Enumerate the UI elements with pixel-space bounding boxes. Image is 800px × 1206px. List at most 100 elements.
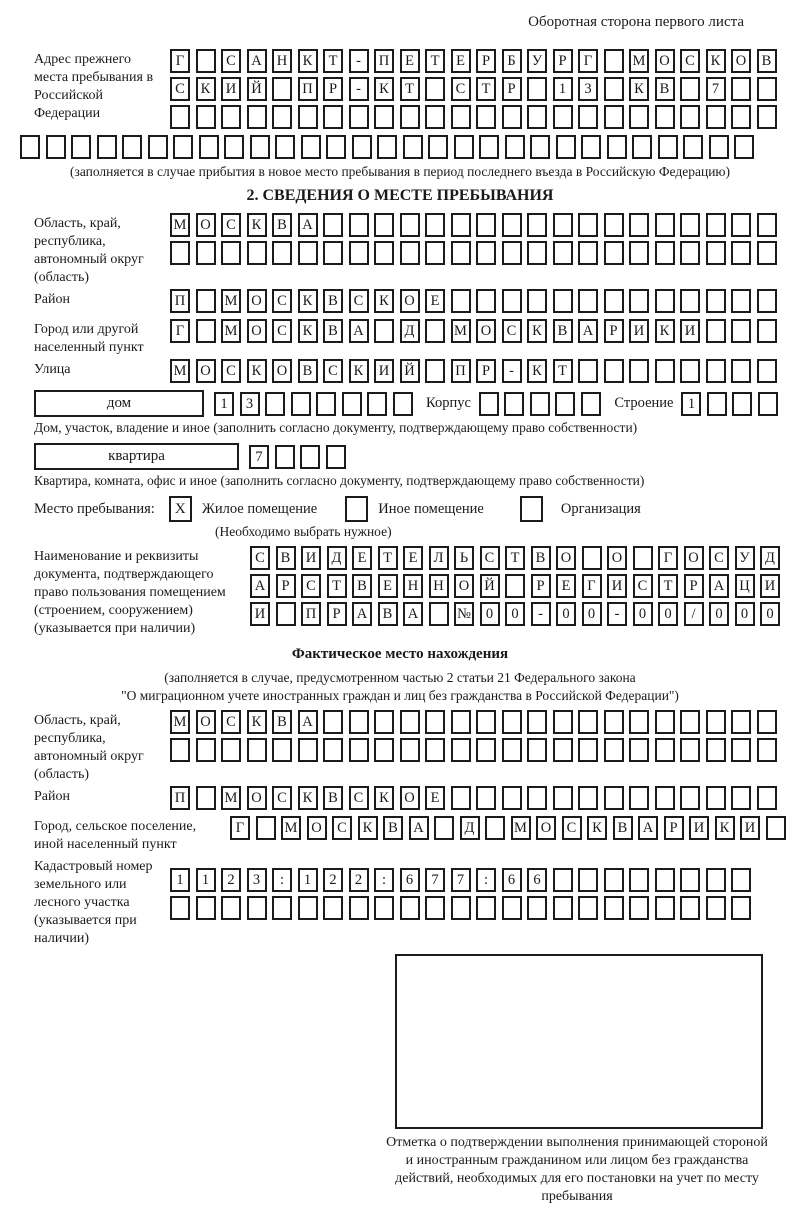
char-box [606,135,627,159]
char-box: П [301,602,321,626]
char-box [629,868,649,892]
char-box: 7 [705,77,726,101]
char-box [399,241,420,265]
char-box: А [352,602,372,626]
city-label: Город или другой населенный пункт [34,322,144,355]
actual-location-caption-2: "О миграционном учете иностранных гражда… [121,688,679,703]
char-box [348,213,369,237]
char-box [603,77,624,101]
char-box [374,213,394,237]
char-box [478,391,499,416]
char-box: У [734,546,755,570]
char-box [501,289,522,313]
char-box [756,738,777,762]
char-box: В [756,49,777,73]
char-box: Т [326,574,347,598]
char-box [680,105,700,129]
char-box [221,738,241,762]
char-box: М [221,786,241,810]
char-box: К [246,359,267,383]
char-box: К [357,816,378,840]
char-box: К [246,710,267,734]
char-box: С [272,289,292,313]
char-box [300,135,321,159]
char-box: О [731,49,751,73]
char-box [731,738,751,762]
char-box [654,289,675,313]
actual-region-field: Область, край, республика, автономный ок… [20,710,780,784]
char-box [654,868,675,892]
other-premises-checkbox [345,496,369,522]
form-page: Оборотная сторона первого листа Адрес пр… [20,14,786,1206]
char-box [501,710,522,734]
char-box: К [374,289,394,313]
char-box [530,135,550,159]
char-box: В [552,319,573,343]
residential-label: Жилое помещение [201,500,318,517]
char-box [731,896,751,920]
char-box [265,391,285,416]
char-box: О [536,816,556,840]
char-box [170,241,190,265]
char-box: О [476,319,496,343]
char-box [297,241,318,265]
char-box: С [348,786,369,810]
char-box [147,135,168,159]
char-box: К [527,319,547,343]
char-box [629,710,649,734]
char-box: И [680,319,700,343]
char-box: П [170,289,190,313]
char-box: К [587,816,607,840]
char-box: 6 [399,868,420,892]
char-box [734,135,754,159]
prev-address-row-4 [20,135,780,159]
char-box [657,135,678,159]
char-box [629,896,649,920]
char-box: В [352,574,372,598]
char-box [578,213,598,237]
char-box [578,241,598,265]
char-box [399,710,420,734]
char-box [680,359,700,383]
char-box [705,359,726,383]
char-box: - [348,77,369,101]
char-box: К [246,213,267,237]
char-box [629,105,649,129]
char-box [479,135,499,159]
char-box: О [246,289,267,313]
char-box [505,574,525,598]
char-box: К [297,319,318,343]
char-box [170,738,190,762]
char-box [323,213,343,237]
char-box [680,710,700,734]
char-box [603,868,624,892]
char-box: О [246,786,267,810]
char-box [705,896,726,920]
char-box [377,135,397,159]
char-box: С [709,546,729,570]
char-box: О [454,574,474,598]
char-box [221,105,241,129]
district-label: Район [34,292,70,307]
char-box [450,289,471,313]
char-box: М [221,319,241,343]
char-box [654,710,675,734]
char-box: С [221,359,241,383]
apartment-cells: 7 [249,444,351,469]
char-box: А [578,319,598,343]
stroenie-label: Строение [614,395,674,411]
char-box [246,738,267,762]
char-box: 1 [297,868,318,892]
char-box [504,391,525,416]
char-box: Е [377,574,398,598]
stroenie-cells: 1 [681,391,783,416]
apartment-row: квартира 7 [34,443,780,470]
char-box: С [272,786,292,810]
char-box: 3 [578,77,598,101]
char-box [425,213,445,237]
